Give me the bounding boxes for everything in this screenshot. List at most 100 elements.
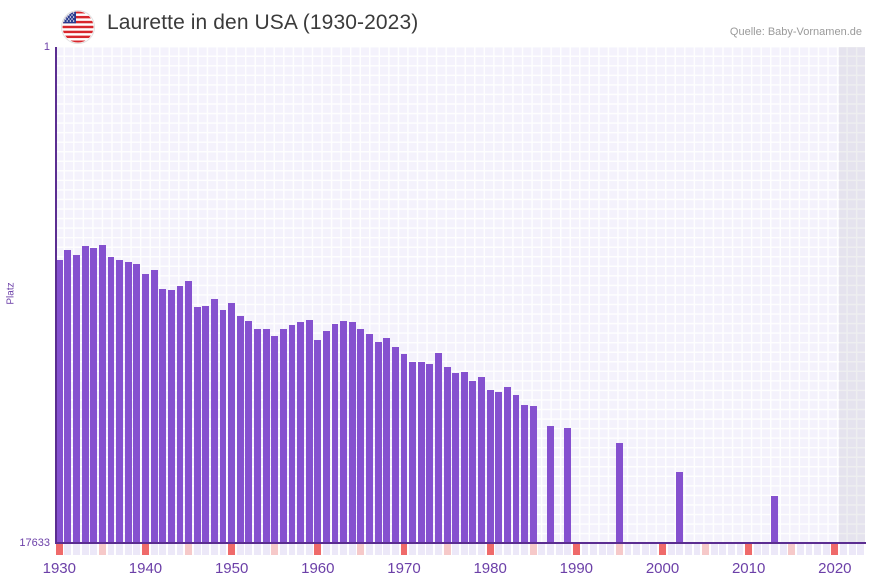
x-tick-cell-1944 [176,544,184,555]
x-axis-label-1940: 1940 [128,560,163,577]
bar-1954[interactable] [262,328,270,543]
bar-1972[interactable] [417,361,425,543]
bar-1961[interactable] [322,331,330,543]
x-tick-cell-1970 [400,544,408,555]
x-tick-cell-1937 [116,544,124,555]
y-axis-title: Platz [5,282,17,305]
bar-1977[interactable] [460,371,468,543]
bar-1946[interactable] [193,307,201,543]
bar-1958[interactable] [297,322,305,543]
bar-1976[interactable] [452,373,460,543]
x-tick-cell-2019 [822,544,830,555]
x-tick-cell-2010 [745,544,753,555]
bar-1959[interactable] [305,319,313,543]
x-tick-cell-1958 [297,544,305,555]
bar-1983[interactable] [512,394,520,543]
x-tick-cell-1940 [142,544,149,555]
x-axis-label-1980: 1980 [473,560,507,577]
x-tick-cell-1981 [495,544,503,555]
bar-1963[interactable] [340,321,348,543]
bar-1931[interactable] [64,249,72,543]
x-tick-cell-1999 [650,544,658,555]
bar-1942[interactable] [159,289,167,543]
x-axis-line [55,542,866,544]
bar-1956[interactable] [279,329,287,543]
bar-1965[interactable] [357,329,365,543]
bar-1969[interactable] [391,347,399,543]
bar-1982[interactable] [503,387,511,543]
bar-1955[interactable] [271,335,279,543]
x-tick-cell-2021 [840,544,847,555]
x-tick-cell-1974 [435,544,442,555]
x-tick-cell-1982 [503,544,511,555]
bar-1930[interactable] [55,259,63,543]
bar-1987[interactable] [547,425,554,543]
x-tick-cell-1977 [460,544,468,555]
bar-1941[interactable] [150,270,158,543]
bar-1984[interactable] [521,404,529,543]
x-tick-cell-1942 [159,544,167,555]
bar-1970[interactable] [400,353,408,543]
bar-1943[interactable] [167,289,175,543]
bar-1944[interactable] [176,285,184,543]
bar-1951[interactable] [236,316,244,543]
bar-1989[interactable] [564,428,572,543]
x-tick-cell-2020 [831,544,839,555]
bar-2002[interactable] [676,472,684,543]
bar-1980[interactable] [486,390,494,543]
x-tick-cell-1992 [590,544,597,555]
x-tick-cell-1989 [564,544,572,555]
bar-2013[interactable] [771,495,778,543]
x-tick-cell-1932 [73,544,80,555]
bar-1974[interactable] [435,352,442,543]
us-flag-icon [62,11,94,43]
bar-1968[interactable] [383,337,391,543]
source-attribution: Quelle: Baby-Vornamen.de [729,26,862,38]
x-tick-cell-1951 [236,544,244,555]
bar-1948[interactable] [210,298,218,543]
bar-1945[interactable] [185,280,192,543]
bar-1952[interactable] [245,320,253,543]
bar-1934[interactable] [90,247,98,543]
x-tick-cell-1936 [107,544,115,555]
bar-1964[interactable] [348,322,356,543]
bar-1978[interactable] [469,381,477,543]
x-tick-cell-2007 [719,544,727,555]
bar-1953[interactable] [254,329,261,543]
bar-1979[interactable] [478,376,485,543]
bar-1973[interactable] [426,364,434,543]
x-tick-cell-1941 [150,544,158,555]
bar-1947[interactable] [202,305,210,543]
x-tick-cell-2014 [779,544,787,555]
x-axis-label-1990: 1990 [559,560,594,577]
x-tick-cell-1956 [279,544,287,555]
bar-1933[interactable] [81,245,89,543]
bar-1981[interactable] [495,392,503,543]
bar-1966[interactable] [366,334,373,543]
x-tick-cell-1952 [245,544,253,555]
y-axis-min-label: 17633 [19,537,50,549]
bar-1936[interactable] [107,256,115,543]
bar-1975[interactable] [443,367,451,543]
bar-1938[interactable] [124,261,132,543]
bar-1950[interactable] [228,302,236,543]
x-tick-cell-1998 [641,544,649,555]
bar-1962[interactable] [331,323,339,543]
x-axis-tick-strip [55,544,865,555]
bar-1995[interactable] [615,442,623,543]
bar-1939[interactable] [133,263,141,543]
bar-1940[interactable] [142,274,149,543]
bar-1949[interactable] [219,309,227,543]
bar-1957[interactable] [288,325,296,543]
bar-1960[interactable] [314,339,322,543]
x-tick-cell-2013 [771,544,778,555]
x-tick-cell-1945 [185,544,192,555]
bar-1937[interactable] [116,259,124,543]
bar-1971[interactable] [409,362,417,543]
bar-1967[interactable] [374,342,382,543]
bar-1935[interactable] [98,244,106,543]
bar-1932[interactable] [73,254,80,543]
x-tick-cell-1975 [443,544,451,555]
x-tick-cell-1978 [469,544,477,555]
bar-1985[interactable] [529,405,537,543]
